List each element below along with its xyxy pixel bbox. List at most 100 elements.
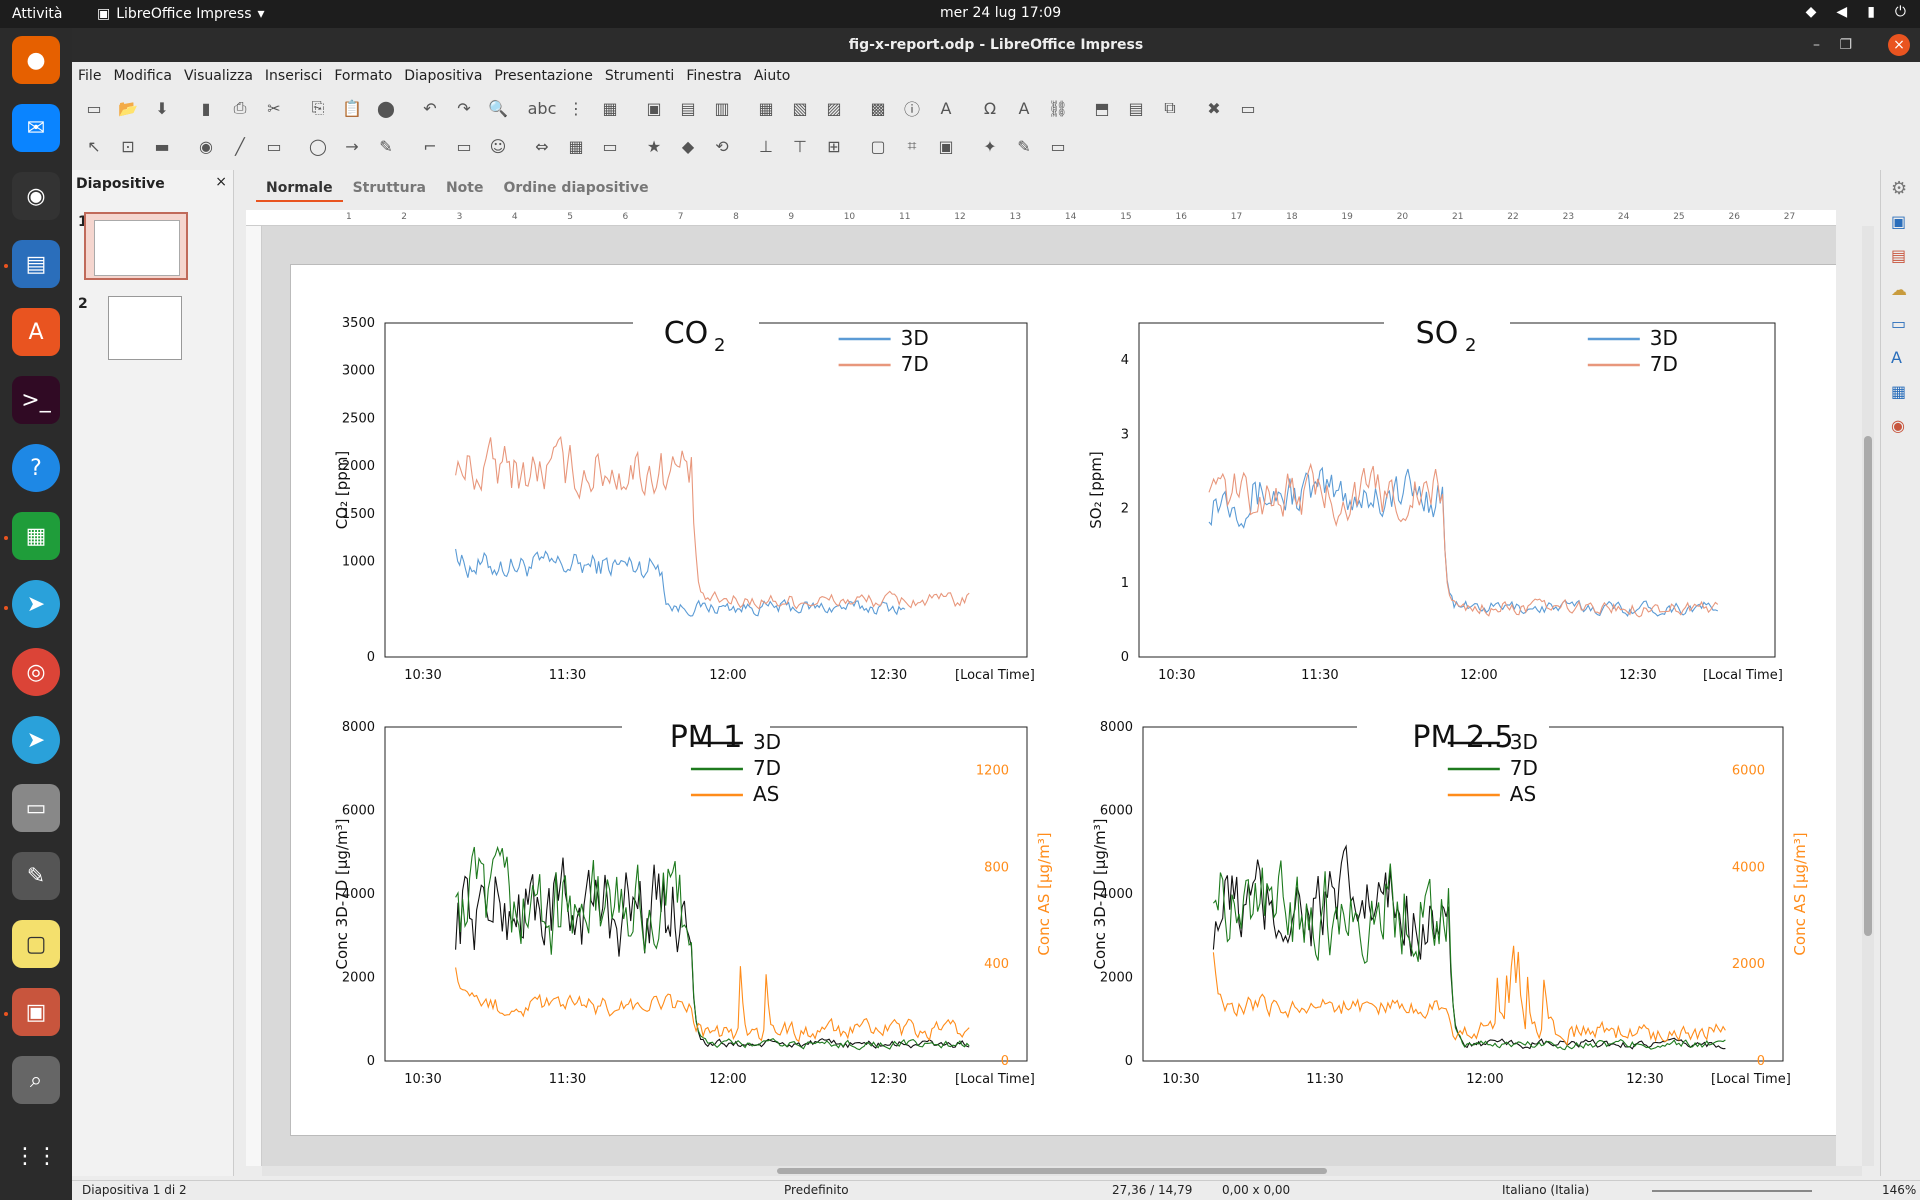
close-panel-icon[interactable]: ×: [215, 174, 227, 190]
software-center-icon[interactable]: A: [12, 308, 60, 356]
tb2-button-18[interactable]: ⊥: [759, 136, 773, 156]
menu-inserisci[interactable]: Inserisci: [264, 68, 323, 84]
gimp-icon[interactable]: ✎: [12, 852, 60, 900]
tb1-button-5[interactable]: ✂: [267, 98, 281, 118]
close-icon[interactable]: ×: [1888, 34, 1910, 56]
tb2-button-1[interactable]: ⊡: [121, 136, 135, 156]
tb1-button-8[interactable]: ⬤: [377, 98, 395, 118]
tb1-button-14[interactable]: ▦: [602, 98, 618, 118]
tb1-button-26[interactable]: ⛓: [1047, 98, 1069, 118]
tab-ordine-diapositive[interactable]: Ordine diapositive: [503, 180, 649, 196]
writer-icon[interactable]: ▤: [12, 240, 60, 288]
slide-thumbnail-2[interactable]: [108, 296, 182, 360]
firefox-icon[interactable]: ●: [12, 36, 60, 84]
tb1-button-6[interactable]: ⎘: [311, 98, 325, 117]
menu-presentazione[interactable]: Presentazione: [494, 68, 593, 84]
menu-strumenti[interactable]: Strumenti: [604, 68, 675, 84]
tb2-button-21[interactable]: ▢: [870, 136, 886, 156]
activities-button[interactable]: Attività: [12, 6, 63, 22]
tb1-button-12[interactable]: abc: [527, 98, 557, 118]
tb1-button-19[interactable]: ▧: [792, 98, 808, 118]
tb1-button-2[interactable]: ⬇: [155, 98, 169, 118]
tb1-button-1[interactable]: 📂: [118, 98, 138, 118]
tb2-button-25[interactable]: ✎: [1017, 136, 1031, 156]
tb1-button-23[interactable]: A: [940, 98, 952, 118]
tb1-button-13[interactable]: ⋮: [568, 98, 584, 118]
tb2-button-3[interactable]: ◉: [199, 136, 213, 156]
tb1-button-11[interactable]: 🔍: [488, 98, 508, 118]
vertical-ruler[interactable]: [246, 226, 262, 1166]
tb1-button-31[interactable]: ▭: [1240, 98, 1256, 118]
menu-file[interactable]: File: [78, 68, 102, 84]
tb1-button-7[interactable]: 📋: [342, 98, 362, 118]
tb1-button-25[interactable]: A: [1018, 98, 1030, 118]
zoom-level[interactable]: 146%: [1882, 1183, 1917, 1197]
tab-note[interactable]: Note: [445, 180, 484, 196]
gear-icon[interactable]: ⚙: [1891, 178, 1908, 199]
menu-visualizza[interactable]: Visualizza: [183, 68, 253, 84]
tb1-button-16[interactable]: ▤: [680, 98, 696, 118]
tb2-button-15[interactable]: ★: [646, 136, 662, 156]
clock[interactable]: mer 24 lug 17:09: [940, 5, 1062, 21]
slide[interactable]: CO 2 10:30 11:30 12:00 12:30 [Local Time] 0 1000…: [290, 264, 1836, 1136]
telegram-icon[interactable]: ➤: [12, 580, 60, 628]
magnifier-icon[interactable]: ⌕: [12, 1056, 60, 1104]
tb2-button-26[interactable]: ▭: [1050, 136, 1066, 156]
tb1-button-15[interactable]: ▣: [646, 98, 662, 118]
tb1-button-28[interactable]: ▤: [1128, 98, 1144, 118]
menu-formato[interactable]: Formato: [334, 68, 393, 84]
menu-aiuto[interactable]: Aiuto: [753, 68, 791, 84]
tab-struttura[interactable]: Struttura: [352, 180, 426, 196]
horizontal-scrollbar[interactable]: [262, 1166, 1862, 1176]
tb2-button-9[interactable]: ⌐: [423, 136, 437, 156]
tb1-button-18[interactable]: ▦: [758, 98, 774, 118]
tb1-button-29[interactable]: ⧉: [1164, 98, 1176, 117]
animation-icon[interactable]: ☁: [1891, 280, 1907, 299]
tb2-button-7[interactable]: →: [345, 136, 359, 156]
slide-transition-icon[interactable]: ▤: [1891, 246, 1907, 265]
gallery-icon[interactable]: ▦: [1891, 382, 1907, 401]
tb1-button-21[interactable]: ▩: [870, 98, 886, 118]
styles-icon[interactable]: A: [1891, 348, 1902, 367]
calc-icon[interactable]: ▦: [12, 512, 60, 560]
slide-thumbnail-1[interactable]: [84, 212, 188, 280]
impress-dock-icon[interactable]: ▣: [12, 988, 60, 1036]
tb2-button-10[interactable]: ▭: [456, 136, 472, 156]
tb1-button-17[interactable]: ▥: [714, 98, 730, 118]
tb2-button-6[interactable]: ◯: [309, 136, 327, 156]
slide-canvas[interactable]: CO 2 10:30 11:30 12:00 12:30 [Local Time] 0 1000…: [262, 226, 1836, 1166]
tb2-button-14[interactable]: ▭: [602, 136, 618, 156]
tb2-button-22[interactable]: ⌗: [907, 136, 917, 155]
tb2-button-24[interactable]: ✦: [983, 136, 997, 156]
rhythmbox-icon[interactable]: ◉: [12, 172, 60, 220]
app-menu[interactable]: ▣ LibreOffice Impress ▾: [97, 6, 265, 22]
navigator-icon[interactable]: ◉: [1891, 416, 1905, 435]
thunderbird-icon[interactable]: ✉: [12, 104, 60, 152]
tb1-button-20[interactable]: ▨: [826, 98, 842, 118]
maximize-icon[interactable]: ❐: [1839, 37, 1852, 53]
app-grid-icon[interactable]: ⋮⋮: [14, 1143, 58, 1169]
tb2-button-2[interactable]: ▬: [154, 136, 170, 156]
notes-icon[interactable]: ▢: [12, 920, 60, 968]
terminal-icon[interactable]: >_: [12, 376, 60, 424]
tb2-button-8[interactable]: ✎: [379, 136, 393, 156]
tb2-button-23[interactable]: ▣: [938, 136, 954, 156]
tb2-button-11[interactable]: ☺: [489, 136, 507, 156]
tb2-button-16[interactable]: ◆: [681, 136, 695, 156]
tb2-button-13[interactable]: ▦: [568, 136, 584, 156]
tb1-button-27[interactable]: ⬒: [1094, 98, 1110, 118]
tb1-button-3[interactable]: ▮: [201, 98, 211, 118]
menu-finestra[interactable]: Finestra: [686, 68, 742, 84]
tb1-button-0[interactable]: ▭: [86, 98, 102, 118]
tb1-button-4[interactable]: ⎙: [233, 98, 247, 117]
tb1-button-24[interactable]: Ω: [983, 98, 997, 118]
tb2-button-19[interactable]: ⊤: [793, 136, 807, 156]
tb1-button-30[interactable]: ✖: [1207, 98, 1221, 118]
zoom-slider[interactable]: [1652, 1190, 1812, 1192]
minimize-icon[interactable]: –: [1813, 37, 1820, 53]
chrome-icon[interactable]: ◎: [12, 648, 60, 696]
tb1-button-9[interactable]: ↶: [423, 98, 437, 118]
master-slides-icon[interactable]: ▭: [1891, 314, 1907, 333]
language[interactable]: Italiano (Italia): [1502, 1183, 1590, 1197]
tb2-button-5[interactable]: ▭: [266, 136, 282, 156]
